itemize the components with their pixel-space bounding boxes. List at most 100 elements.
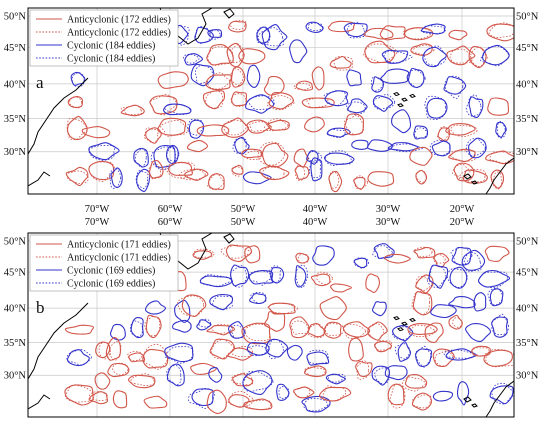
cyclonic-eddy xyxy=(242,171,272,185)
anticyclonic-eddy xyxy=(196,124,230,137)
anticyclonic-eddy xyxy=(487,97,510,116)
cyclonic-eddy xyxy=(306,351,330,366)
cyclonic-eddy-dotted xyxy=(306,349,329,364)
anticyclonic-eddy xyxy=(205,74,233,91)
anticyclonic-eddy-dotted xyxy=(436,126,450,141)
longitude-tick-label: 70°W xyxy=(85,204,110,215)
cyclonic-eddy-dotted xyxy=(295,264,308,288)
latitude-tick-label-left: 35°N xyxy=(4,338,27,349)
anticyclonic-eddy xyxy=(432,348,455,368)
anticyclonic-eddy-dotted xyxy=(411,290,430,315)
anticyclonic-eddy xyxy=(445,123,476,136)
azores-island xyxy=(401,321,408,326)
anticyclonic-eddy xyxy=(365,273,380,293)
longitude-tick-label: 40°W xyxy=(303,217,328,228)
cyclonic-eddy xyxy=(209,294,234,311)
anticyclonic-eddy-dotted xyxy=(328,171,340,189)
cyclonic-eddy xyxy=(426,97,448,119)
cyclonic-eddy xyxy=(387,142,419,152)
anticyclonic-eddy-dotted xyxy=(290,320,309,335)
longitude-tick-label: 40°W xyxy=(303,204,328,215)
cyclonic-eddy xyxy=(477,270,511,288)
cyclonic-eddy xyxy=(144,300,167,315)
anticyclonic-eddy xyxy=(379,25,406,41)
panel-label: b xyxy=(36,298,45,317)
cyclonic-eddy-dotted xyxy=(465,137,486,157)
cyclonic-eddy xyxy=(366,139,393,152)
cyclonic-eddy xyxy=(392,325,414,342)
cyclonic-eddy-dotted xyxy=(134,147,147,168)
anticyclonic-eddy-dotted xyxy=(492,171,502,190)
cyclonic-eddy-dotted xyxy=(491,313,509,336)
anticyclonic-eddy xyxy=(145,127,162,144)
anticyclonic-eddy xyxy=(411,392,432,411)
latitude-tick-label-right: 40°N xyxy=(516,304,539,315)
anticyclonic-eddy xyxy=(319,386,352,402)
latitude-tick-label-right: 50°N xyxy=(516,12,539,23)
cyclonic-eddy xyxy=(166,363,185,387)
cyclonic-eddy-dotted xyxy=(135,170,149,190)
legend-label: Anticyclonic (171 eddies) xyxy=(67,253,171,264)
anticyclonic-eddy xyxy=(225,244,253,263)
anticyclonic-eddy xyxy=(142,348,169,369)
longitude-tick-label: 30°W xyxy=(376,217,401,228)
cyclonic-eddy-dotted xyxy=(230,264,247,288)
legend-label: Cyclonic (184 eddies) xyxy=(67,54,155,65)
anticyclonic-eddy xyxy=(228,20,247,33)
anticyclonic-eddy-dotted xyxy=(322,385,347,402)
anticyclonic-eddy-dotted xyxy=(402,27,432,40)
tick-labels: 70°W 60°W 50°W 40°W 30°W 20°W 50°N 50°N 45°N 45°N… xyxy=(4,217,539,382)
anticyclonic-eddy xyxy=(209,338,235,360)
cyclonic-eddy-dotted xyxy=(307,151,322,163)
latitude-tick-label-left: 35°N xyxy=(4,114,27,125)
latitude-tick-label-right: 50°N xyxy=(516,237,539,248)
map-panel-a: 70°W 60°W 50°W 40°W 30°W 20°W 50°N 50°N 45°N 45°N… xyxy=(4,7,539,216)
cyclonic-eddy-dotted xyxy=(465,94,482,117)
cyclonic-eddy xyxy=(246,64,261,89)
cyclonic-eddy-dotted xyxy=(443,349,475,359)
latitude-tick-label-left: 40°N xyxy=(4,79,27,90)
anticyclonic-eddy-dotted xyxy=(205,90,223,109)
anticyclonic-eddy xyxy=(65,166,89,187)
tick-labels: 70°W 60°W 50°W 40°W 30°W 20°W 50°N 50°N 45°N 45°N… xyxy=(4,12,539,216)
anticyclonic-eddy xyxy=(263,311,286,332)
cyclonic-eddy-dotted xyxy=(109,167,122,189)
anticyclonic-eddy-dotted xyxy=(150,93,178,116)
cyclonic-eddy xyxy=(353,257,368,269)
cyclonic-eddy-dotted xyxy=(199,274,233,287)
cyclonic-eddy-dotted xyxy=(307,22,324,32)
cyclonic-eddy xyxy=(381,49,409,64)
legend-label: Cyclonic (184 eddies) xyxy=(67,41,155,52)
cyclonic-eddy-dotted xyxy=(209,29,221,40)
cyclonic-eddy xyxy=(208,367,223,383)
cyclonic-eddy xyxy=(457,381,470,406)
cyclonic-eddy xyxy=(133,147,149,168)
cyclonic-eddy-dotted xyxy=(166,145,180,164)
cyclonic-eddy xyxy=(184,53,204,66)
anticyclonic-eddy xyxy=(64,384,94,406)
anticyclonic-eddy xyxy=(231,164,244,175)
longitude-tick-label: 20°W xyxy=(450,204,475,215)
anticyclonic-eddy-dotted xyxy=(144,315,161,337)
cyclonic-eddy xyxy=(286,344,303,361)
legend-label: Anticyclonic (171 eddies) xyxy=(67,240,171,251)
anticyclonic-eddy-dotted xyxy=(143,127,159,144)
anticyclonic-eddy-dotted xyxy=(207,46,234,66)
anticyclonic-eddy xyxy=(190,362,217,375)
anticyclonic-eddy xyxy=(81,126,111,139)
azores-island xyxy=(401,97,408,102)
anticyclonic-eddy xyxy=(261,142,289,168)
cyclonic-eddy xyxy=(248,270,274,285)
cyclonic-eddy-dotted xyxy=(423,45,447,66)
cyclonic-eddy xyxy=(431,140,451,157)
cyclonic-eddy-dotted xyxy=(487,287,503,306)
anticyclonic-eddy xyxy=(294,165,310,180)
anticyclonic-eddy-dotted xyxy=(450,124,478,137)
anticyclonic-eddy-dotted xyxy=(452,317,463,328)
anticyclonic-eddy xyxy=(373,340,392,353)
anticyclonic-eddy xyxy=(404,374,428,389)
cyclonic-eddy-dotted xyxy=(426,265,447,288)
anticyclonic-eddy xyxy=(127,374,156,389)
anticyclonic-eddy xyxy=(410,43,433,56)
